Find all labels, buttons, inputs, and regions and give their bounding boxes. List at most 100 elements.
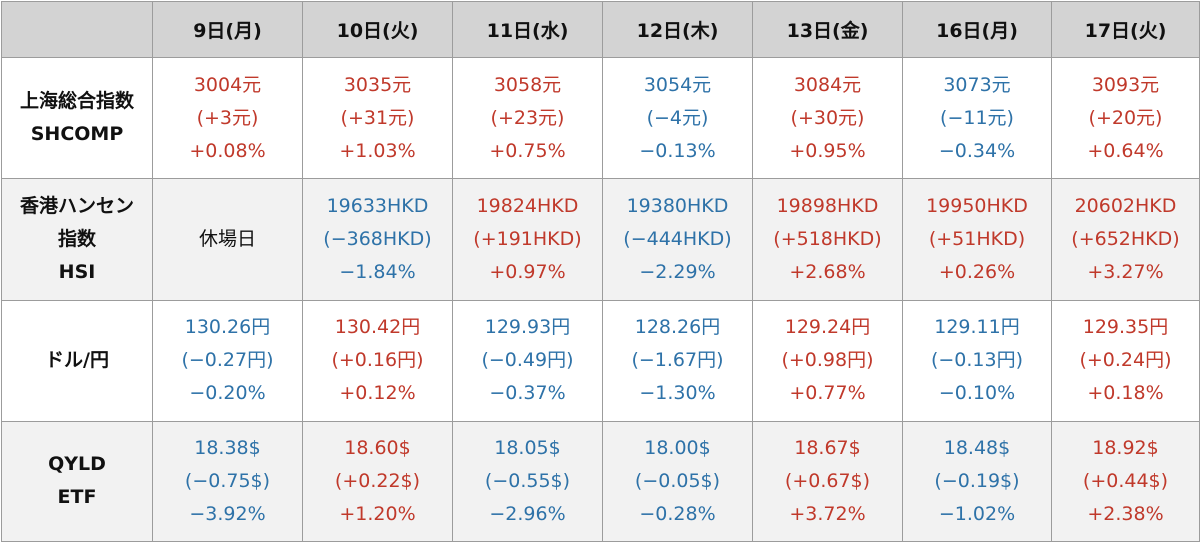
row-label-line: QYLD [48, 453, 106, 476]
table-row: 香港ハンセン 指数 HSI 休場日 19633HKD (−368HKD) −1.84% 198… [1, 178, 1200, 301]
data-cell: 129.24円 (+0.98円) +0.77% [752, 299, 903, 422]
change-amount: (+0.16円) [331, 349, 424, 372]
price-value: 128.26円 [634, 316, 721, 339]
price-value: 休場日 [198, 227, 256, 250]
price-value: 3093元 [1091, 73, 1160, 96]
change-percent: −0.13% [639, 139, 716, 162]
change-amount: (+51HKD) [928, 227, 1026, 250]
change-percent: +0.97% [489, 260, 566, 283]
price-value: 3054元 [643, 73, 712, 96]
change-amount: (+652HKD) [1071, 227, 1180, 250]
column-header: 10日(火) [302, 1, 453, 58]
data-cell: 18.92$ (+0.44$) +2.38% [1051, 420, 1200, 543]
data-cell: 19824HKD (+191HKD) +0.97% [452, 178, 603, 301]
data-cell: 19898HKD (+518HKD) +2.68% [752, 178, 903, 301]
header-row: 9日(月) 10日(火) 11日(水) 12日(木) 13日(金) 16日(月)… [1, 1, 1200, 58]
change-amount: (+0.22$) [334, 469, 421, 492]
change-amount: (+23元) [490, 106, 565, 129]
price-value: 19633HKD [326, 194, 429, 217]
change-percent: −3.92% [189, 502, 266, 525]
change-amount: (+0.98円) [781, 349, 874, 372]
price-value: 3035元 [343, 73, 412, 96]
column-header: 16日(月) [902, 1, 1052, 58]
change-percent: +0.64% [1087, 139, 1164, 162]
data-cell: 18.48$ (−0.19$) −1.02% [902, 420, 1052, 543]
data-cell: 18.05$ (−0.55$) −2.96% [452, 420, 603, 543]
price-value: 19898HKD [776, 194, 879, 217]
change-amount: (−0.27円) [181, 349, 274, 372]
price-value: 3073元 [943, 73, 1011, 96]
data-cell: 3004元 (+3元) +0.08% [152, 56, 303, 180]
row-header-cell: ドル/円 [1, 299, 153, 422]
data-cell: 129.35円 (+0.24円) +0.18% [1051, 299, 1200, 422]
row-label-line: 指数 [57, 227, 96, 250]
column-header: 12日(木) [602, 1, 753, 58]
change-percent: +0.77% [789, 382, 866, 405]
change-percent: −2.96% [489, 502, 566, 525]
change-amount: (+518HKD) [773, 227, 882, 250]
price-value: 18.60$ [344, 436, 411, 459]
change-amount: (−0.13円) [930, 349, 1024, 372]
data-cell: 128.26円 (−1.67円) −1.30% [602, 299, 753, 422]
data-cell: 130.42円 (+0.16円) +0.12% [302, 299, 453, 422]
change-percent: +3.72% [789, 502, 866, 525]
data-cell: 3084元 (+30元) +0.95% [752, 56, 903, 180]
change-amount: (+0.67$) [784, 469, 871, 492]
change-percent: −0.20% [189, 382, 266, 405]
price-value: 19950HKD [926, 194, 1028, 217]
row-header-cell: 香港ハンセン 指数 HSI [1, 178, 153, 301]
change-percent: −1.02% [938, 502, 1016, 525]
change-percent: +2.68% [789, 260, 866, 283]
change-amount: (−1.67円) [631, 349, 724, 372]
change-percent: −0.34% [938, 139, 1016, 162]
change-amount: (+0.44$) [1082, 469, 1169, 492]
change-percent: −0.28% [639, 502, 716, 525]
change-percent: +2.38% [1087, 502, 1164, 525]
change-amount: (−0.75$) [184, 469, 271, 492]
change-amount: (+0.24円) [1079, 349, 1172, 372]
price-value: 129.24円 [784, 316, 871, 339]
row-header-cell: QYLD ETF [1, 420, 153, 543]
change-percent: +0.75% [489, 139, 566, 162]
price-value: 130.42円 [334, 316, 421, 339]
change-percent: −0.10% [938, 382, 1016, 405]
price-value: 129.11円 [934, 316, 1020, 339]
change-amount: (+31元) [340, 106, 415, 129]
data-cell: 休場日 [152, 178, 303, 301]
price-value: 130.26円 [184, 316, 271, 339]
row-label-line: ETF [57, 486, 97, 509]
change-amount: (+20元) [1088, 106, 1163, 129]
data-cell: 3054元 (−4元) −0.13% [602, 56, 753, 180]
price-value: 18.92$ [1092, 436, 1159, 459]
change-percent: −1.30% [639, 382, 716, 405]
data-cell: 18.00$ (−0.05$) −0.28% [602, 420, 753, 543]
data-cell: 18.67$ (+0.67$) +3.72% [752, 420, 903, 543]
data-cell: 20602HKD (+652HKD) +3.27% [1051, 178, 1200, 301]
data-cell: 129.11円 (−0.13円) −0.10% [902, 299, 1052, 422]
data-cell: 19950HKD (+51HKD) +0.26% [902, 178, 1052, 301]
data-cell: 18.38$ (−0.75$) −3.92% [152, 420, 303, 543]
price-value: 129.35円 [1082, 316, 1169, 339]
change-percent: +3.27% [1087, 260, 1164, 283]
row-label-line: ドル/円 [45, 349, 109, 372]
change-amount: (+30元) [790, 106, 865, 129]
row-label-line: SHCOMP [30, 123, 124, 146]
price-value: 3058元 [493, 73, 562, 96]
price-value: 19824HKD [476, 194, 579, 217]
column-header: 13日(金) [752, 1, 903, 58]
row-label-line: 上海総合指数 [19, 90, 134, 113]
price-value: 20602HKD [1074, 194, 1177, 217]
data-cell: 3035元 (+31元) +1.03% [302, 56, 453, 180]
table-row: QYLD ETF 18.38$ (−0.75$) −3.92% 18.60$ (+0.22$… [1, 420, 1200, 543]
column-header: 11日(水) [452, 1, 603, 58]
change-percent: −1.84% [339, 260, 416, 283]
data-cell: 3073元 (−11元) −0.34% [902, 56, 1052, 180]
price-value: 129.93円 [484, 316, 571, 339]
price-value: 18.67$ [794, 436, 861, 459]
change-amount: (−0.49円) [481, 349, 574, 372]
change-amount: (−444HKD) [623, 227, 732, 250]
change-percent: +0.12% [339, 382, 416, 405]
data-cell: 19633HKD (−368HKD) −1.84% [302, 178, 453, 301]
data-cell: 18.60$ (+0.22$) +1.20% [302, 420, 453, 543]
